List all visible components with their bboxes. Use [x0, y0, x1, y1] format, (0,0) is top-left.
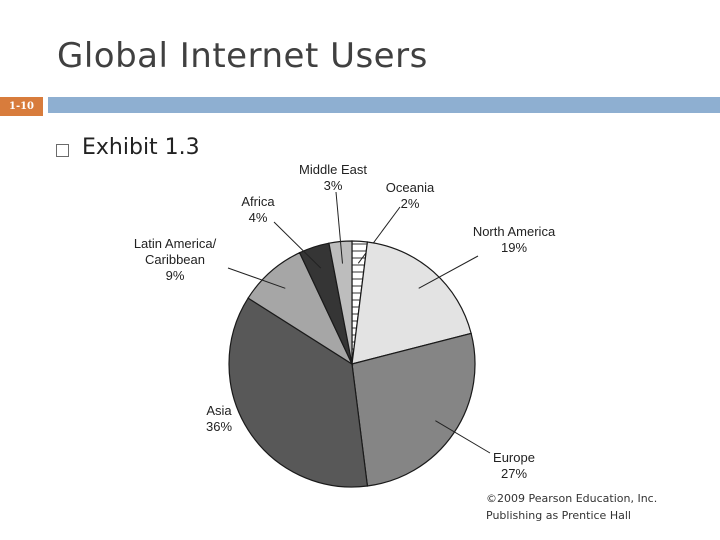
leader-line — [227, 267, 286, 289]
slide-number-badge: 1-10 — [0, 97, 43, 116]
pie-slice-asia — [228, 297, 369, 488]
pie-slice-europe — [351, 332, 476, 487]
leader-line — [418, 255, 479, 289]
pie-slice-north-america — [351, 241, 472, 365]
leader-line — [357, 206, 401, 264]
leader-line — [435, 420, 491, 454]
slice-label: Africa 4% — [241, 194, 275, 225]
leader-line — [273, 221, 322, 269]
credit-line-1: ©2009 Pearson Education, Inc. — [486, 492, 658, 505]
slice-label: Latin America/Caribbean 9% — [134, 236, 217, 283]
leader-line — [335, 191, 343, 264]
slice-label: Europe 27% — [493, 450, 535, 481]
bullet-square-icon — [56, 144, 69, 157]
slice-label: Asia 36% — [206, 403, 232, 434]
copyright-credit: ©2009 Pearson Education, Inc. Publishing… — [486, 490, 657, 524]
slice-label: Middle East 3% — [299, 162, 367, 193]
bullet-text: Exhibit 1.3 — [82, 135, 200, 160]
slice-label: Oceania 2% — [386, 180, 435, 211]
title-divider-bar — [48, 97, 720, 113]
slice-label: North America 19% — [473, 224, 556, 255]
credit-line-2: Publishing as Prentice Hall — [486, 509, 631, 522]
slide-title: Global Internet Users — [57, 36, 428, 76]
